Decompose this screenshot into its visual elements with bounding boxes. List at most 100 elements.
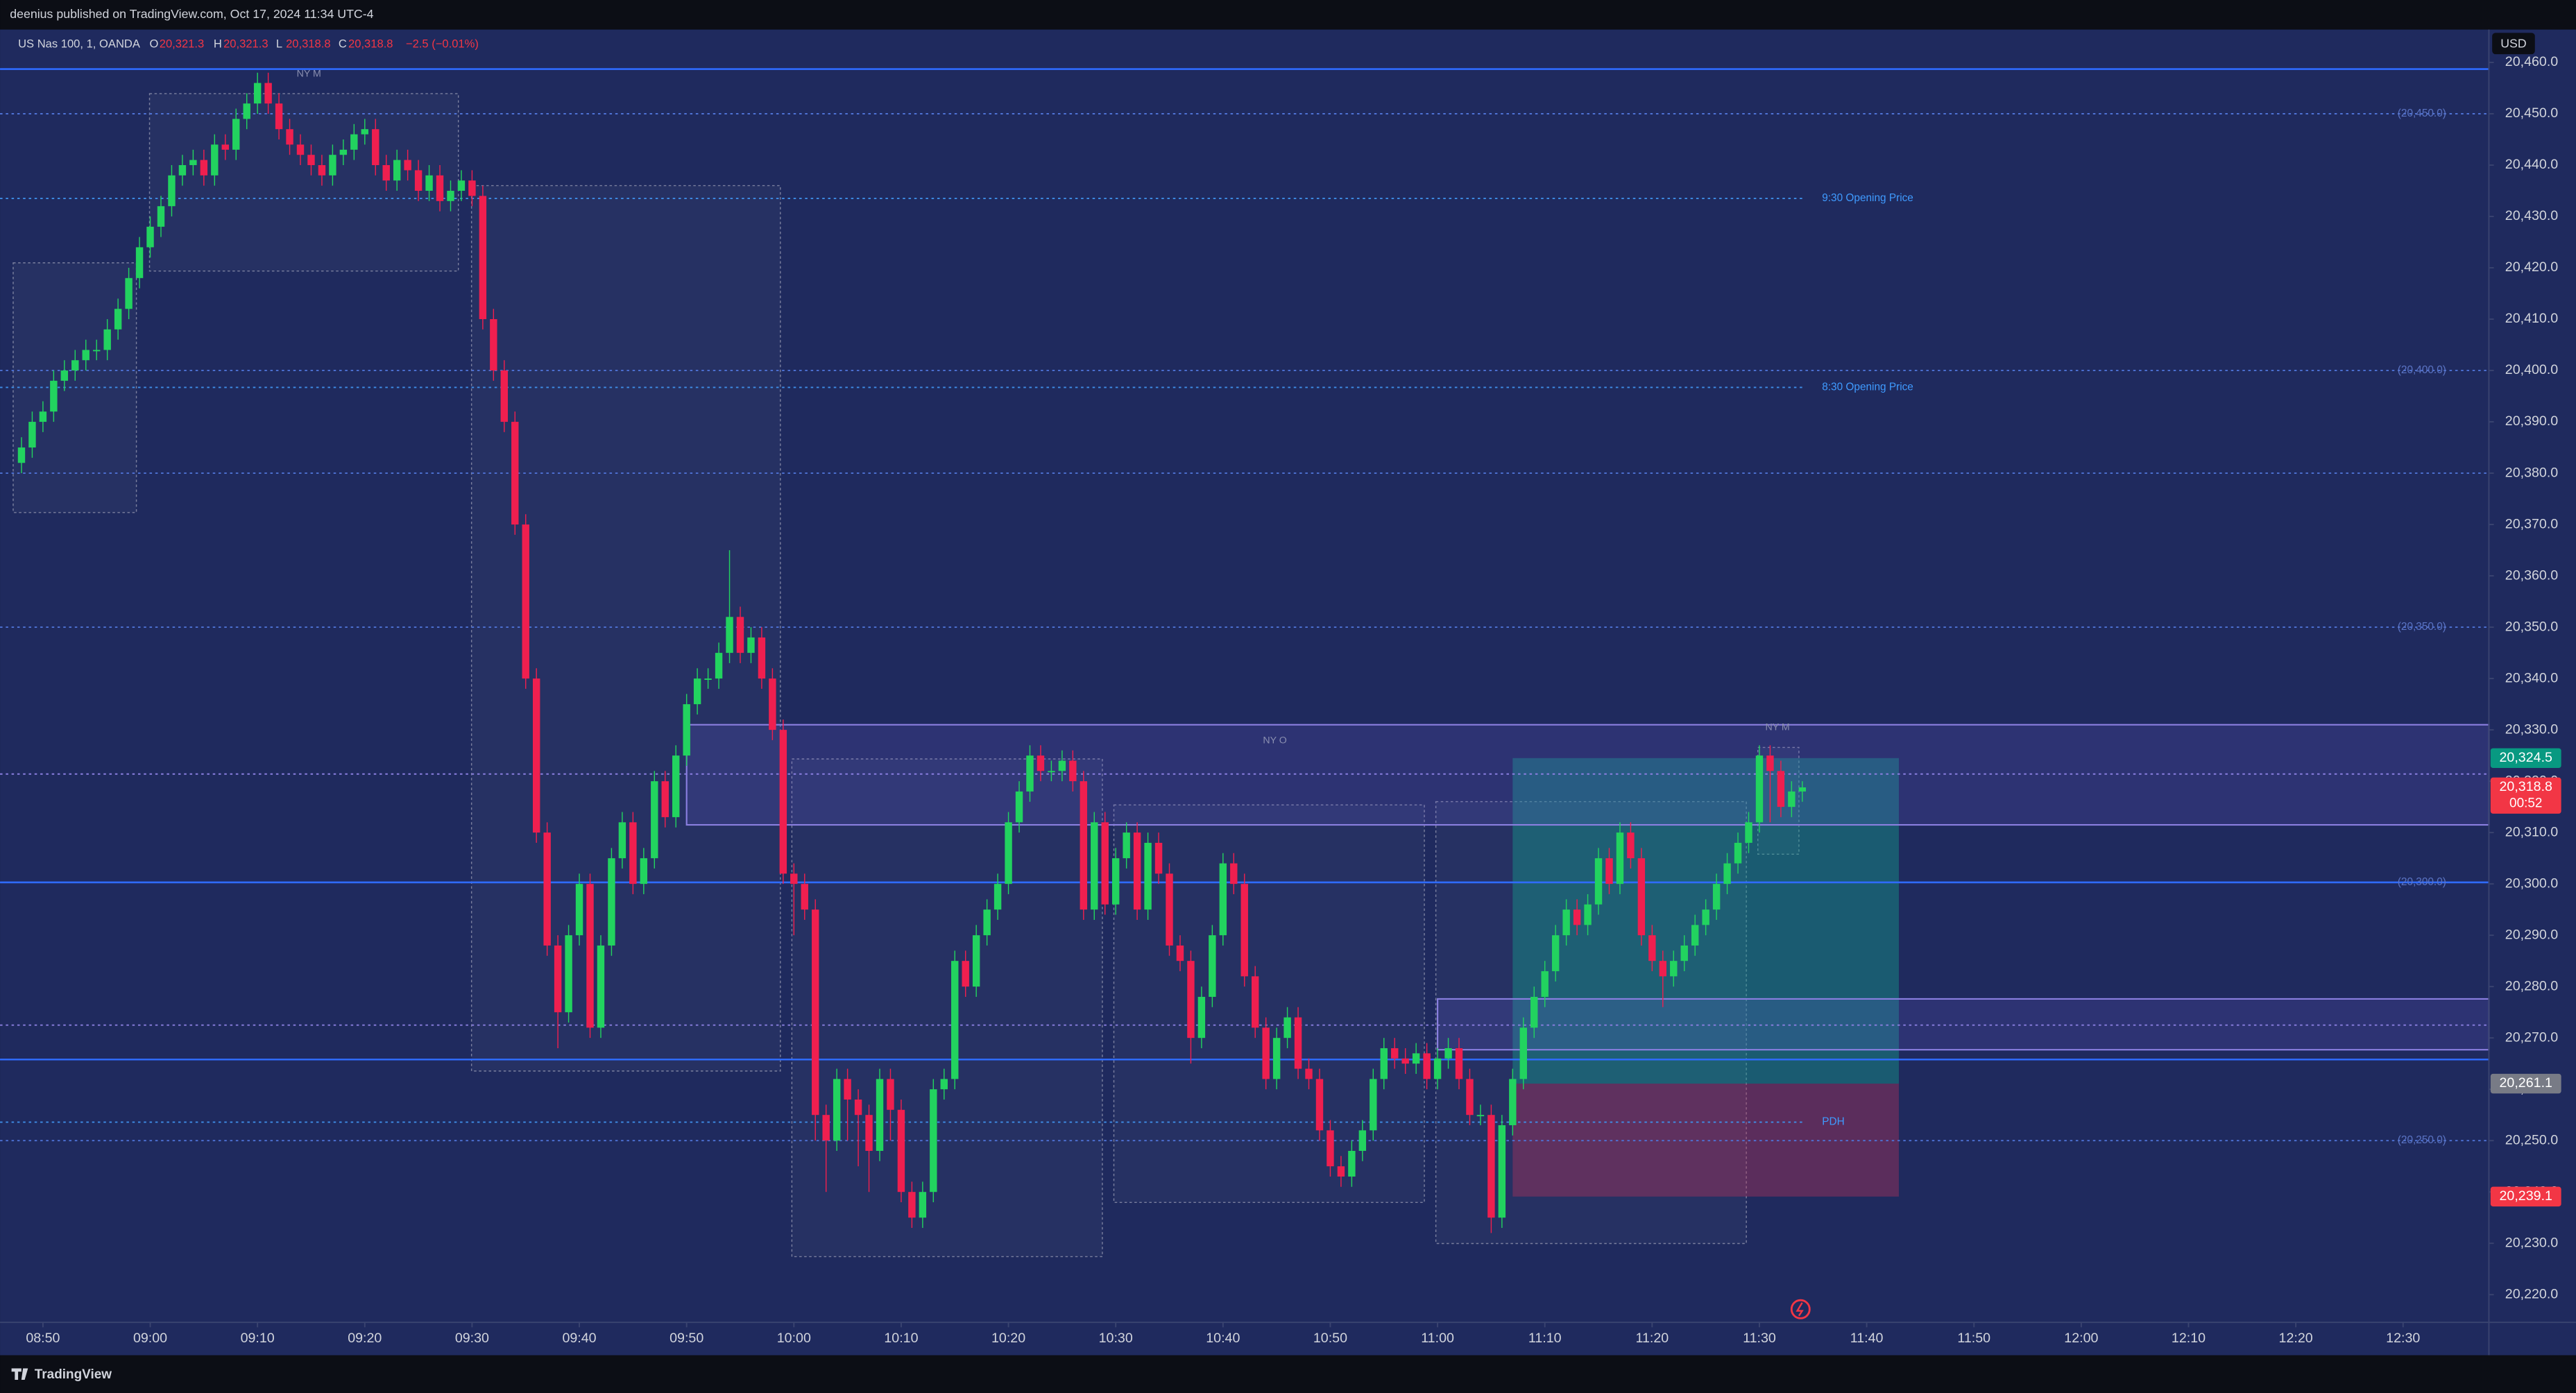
candle-body: [586, 884, 594, 1028]
candle-body: [833, 1079, 841, 1141]
candle-body: [876, 1079, 884, 1151]
candle-body: [575, 884, 583, 936]
candle-body: [1659, 961, 1667, 977]
candle-body: [1605, 858, 1613, 884]
price-tag: [2490, 1186, 2561, 1207]
candle-body: [1627, 832, 1635, 859]
candle-body: [1412, 1053, 1420, 1064]
candle-body: [1712, 884, 1721, 910]
candle-body: [436, 175, 444, 201]
candle-body: [39, 411, 47, 422]
price-tag-label: 20,324.5: [2500, 750, 2553, 765]
level-label: PDH: [1822, 1116, 1844, 1128]
x-tick-label: 09:40: [562, 1331, 596, 1346]
candle-body: [468, 180, 476, 196]
x-tick-label: 09:20: [348, 1331, 382, 1346]
candle-body: [618, 822, 626, 859]
candle-body: [500, 370, 509, 422]
time-axis: [0, 1322, 2489, 1356]
candle-body: [243, 103, 250, 119]
candle-body: [361, 129, 368, 135]
candle-body: [135, 247, 144, 278]
candle-body: [747, 637, 755, 653]
currency[interactable]: USD: [2500, 37, 2526, 51]
candle-body: [1670, 961, 1678, 977]
candle-body: [951, 961, 959, 1079]
x-tick-label: 12:30: [2386, 1331, 2420, 1346]
candle-body: [1230, 863, 1238, 884]
session-box: [791, 758, 1103, 1258]
candle-body: [318, 165, 326, 176]
candle-body: [962, 961, 969, 987]
candle-body: [1091, 822, 1098, 910]
candle-body: [629, 822, 637, 884]
price-tag-label: 20,239.1: [2500, 1188, 2552, 1204]
x-tick-label: 09:30: [455, 1331, 489, 1346]
session-boxes: [12, 93, 1800, 1258]
candle-body: [372, 129, 379, 166]
candle-body: [1476, 1115, 1485, 1117]
candle-body: [350, 134, 358, 150]
candle-body: [1197, 996, 1206, 1039]
candle-body: [60, 370, 69, 381]
candle-body: [1466, 1079, 1474, 1116]
candle-body: [393, 160, 401, 181]
candle-body: [1262, 1027, 1270, 1079]
candle-body: [1691, 925, 1699, 946]
candle-body: [1069, 760, 1077, 782]
candle-body: [1423, 1053, 1431, 1079]
candle-body: [414, 170, 423, 191]
candle-body: [1315, 1079, 1324, 1131]
y-tick-label: 20,440.0: [2505, 157, 2559, 172]
symbol: US Nas 100, 1, OANDA: [18, 37, 141, 50]
y-tick-label: 20,220.0: [2505, 1286, 2559, 1301]
candle-body: [1058, 760, 1066, 771]
candle-body: [1048, 771, 1055, 773]
x-tick-label: 11:50: [1957, 1331, 1990, 1346]
candle-body: [1648, 935, 1656, 962]
candle-body: [1455, 1048, 1463, 1079]
candle-body: [919, 1192, 927, 1218]
candle-body: [125, 277, 133, 309]
x-tick-label: 12:00: [2064, 1331, 2098, 1346]
candle-body: [1734, 842, 1742, 864]
candle-body: [683, 704, 690, 756]
y-tick-label: 20,430.0: [2505, 208, 2559, 223]
candle-body: [1176, 945, 1184, 962]
y-tick-label: 20,270.0: [2505, 1029, 2559, 1045]
x-tick-label: 09:10: [241, 1331, 275, 1346]
candle-body: [1166, 873, 1173, 946]
price-tag-countdown: 00:52: [2509, 796, 2542, 811]
y-tick-label: 20,340.0: [2505, 670, 2559, 685]
candle-body: [1283, 1017, 1291, 1039]
candle-body: [801, 884, 808, 910]
candle-body: [1680, 945, 1688, 962]
candle-body: [661, 781, 669, 817]
y-tick-label: 20,390.0: [2505, 413, 2559, 429]
candle-body: [1144, 842, 1152, 910]
x-tick-label: 12:10: [2172, 1331, 2206, 1346]
y-tick-label: 20,330.0: [2505, 721, 2559, 737]
zone: [1437, 998, 2490, 1051]
candle-body: [672, 755, 680, 817]
logo[interactable]: TradingView: [35, 1367, 112, 1382]
candle-body: [339, 149, 348, 155]
replay-icon[interactable]: [1790, 1299, 1811, 1319]
candle-body: [1562, 909, 1570, 936]
candle-body: [608, 858, 615, 946]
y-tick-label: 20,250.0: [2505, 1132, 2559, 1147]
x-tick-label: 10:10: [884, 1331, 918, 1346]
candle-body: [1187, 961, 1195, 1039]
candle-body: [1509, 1079, 1517, 1125]
candle-body: [1702, 909, 1709, 925]
candle-body: [1219, 863, 1227, 936]
candle-body: [1551, 935, 1560, 971]
currency-box[interactable]: [2492, 33, 2535, 55]
candle-body: [1755, 755, 1764, 823]
candle-body: [1358, 1130, 1367, 1151]
candle-body: [940, 1079, 948, 1090]
x-tick-label: 11:20: [1635, 1331, 1669, 1346]
candle-body: [1015, 791, 1023, 823]
candle-body: [1037, 755, 1045, 771]
x-tick-label: 11:00: [1421, 1331, 1454, 1346]
